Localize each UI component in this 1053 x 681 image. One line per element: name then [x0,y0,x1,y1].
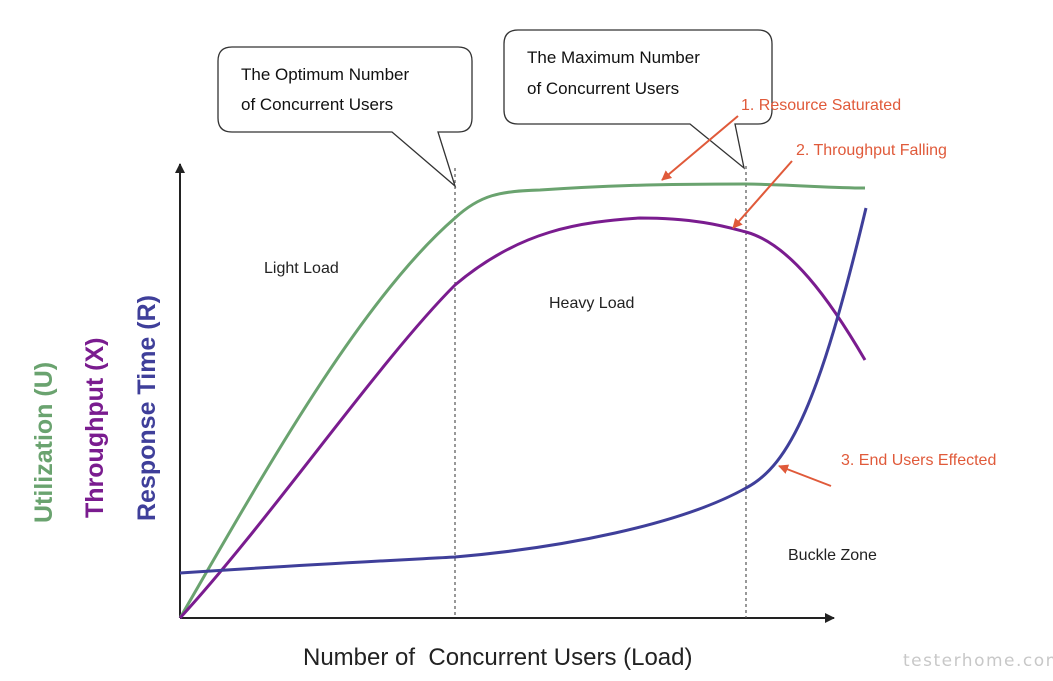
utilization-curve [178,182,866,619]
optimum-callout-line-1: The Optimum Number [241,65,409,84]
annotation-throughput-falling-text: 2. Throughput Falling [796,142,947,159]
optimum-callout-line-2: of Concurrent Users [241,95,393,114]
maximum-callout-line-2: of Concurrent Users [527,79,679,98]
annotation-resource-saturated-text: 1. Resource Saturated [741,97,901,114]
throughput-curve [178,216,867,620]
annotation-throughput-falling-arrow [732,160,793,229]
watermark: testerhome.com [903,651,1053,671]
y-axis-label-response-time: Response Time (R) [133,295,161,521]
maximum-callout-line-1: The Maximum Number [527,48,700,67]
y-axis-label-throughput: Throughput (X) [81,338,109,519]
annotation-end-users-effected: 3. End Users Effected [778,452,996,487]
maximum-callout: The Maximum Number of Concurrent Users [503,29,773,170]
annotation-throughput-falling: 2. Throughput Falling [732,142,947,229]
optimum-callout: The Optimum Number of Concurrent Users [217,46,473,188]
annotation-end-users-effected-arrow [778,464,832,487]
annotation-end-users-effected-text: 3. End Users Effected [841,452,996,469]
x-axis-title: Number of Concurrent Users (Load) [303,644,692,671]
maximum-callout-bubble [503,29,773,170]
optimum-callout-bubble [217,46,473,188]
response-time-curve [179,207,868,575]
annotation-resource-saturated-arrow [661,115,739,181]
y-axis-label-utilization: Utilization (U) [30,362,58,523]
zone-label-buckle: Buckle Zone [788,547,877,564]
zone-label-heavy: Heavy Load [549,295,634,312]
zone-label-light: Light Load [264,260,339,277]
annotation-resource-saturated: 1. Resource Saturated [661,97,901,181]
